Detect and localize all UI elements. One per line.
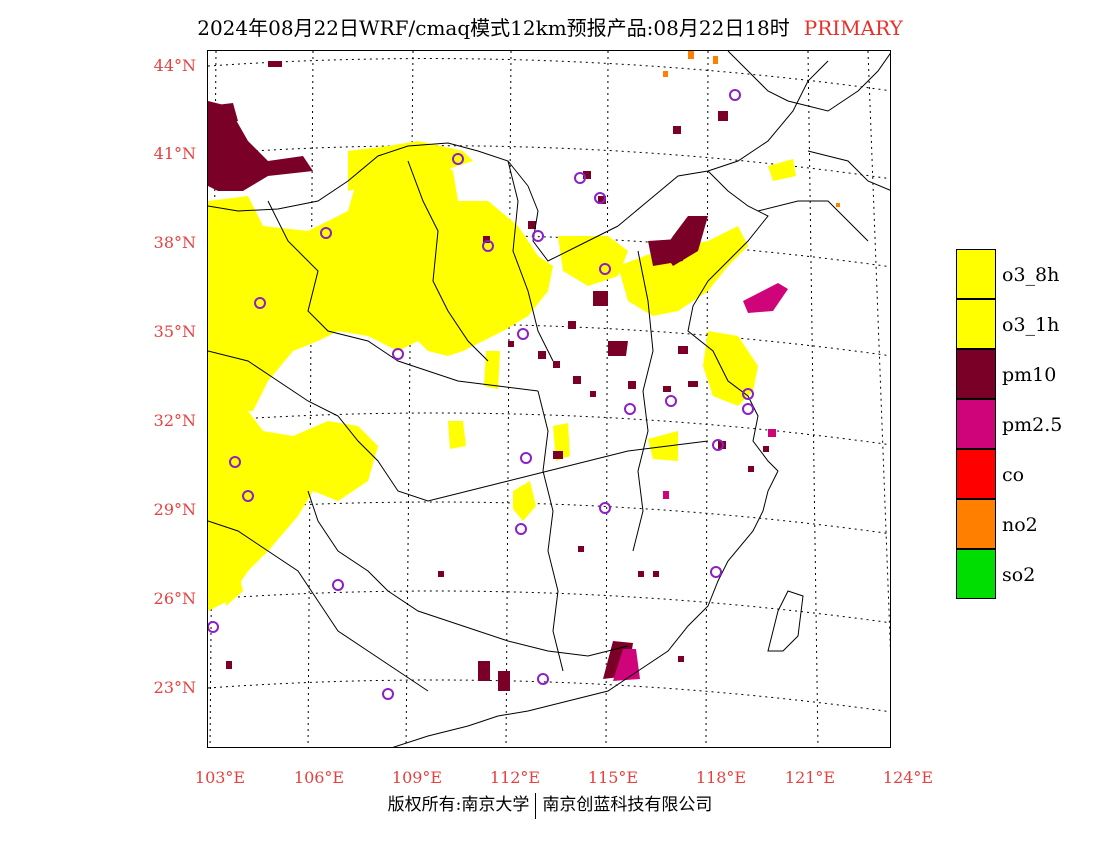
lon-label-121: 121°E — [784, 768, 836, 787]
lon-label-109: 109°E — [391, 768, 443, 787]
lon-label-124: 124°E — [882, 768, 934, 787]
lon-label-112: 112°E — [489, 768, 541, 787]
pollutant-map[interactable] — [207, 50, 891, 748]
legend: o3_8h o3_1h pm10 pm2.5 co no2 so2 — [956, 249, 1096, 599]
lon-label-106: 106°E — [293, 768, 345, 787]
legend-swatch — [956, 299, 996, 349]
lat-label-29: 29°N — [153, 500, 196, 519]
map-canvas — [208, 51, 890, 747]
legend-swatch — [956, 399, 996, 449]
legend-item-pm25: pm2.5 — [956, 399, 1096, 449]
legend-label: pm2.5 — [1002, 414, 1063, 436]
o3-region-layer — [208, 141, 796, 611]
legend-label: so2 — [1002, 564, 1036, 586]
pm25-region-layer — [613, 283, 788, 681]
station-markers — [208, 89, 754, 700]
legend-swatch — [956, 549, 996, 599]
lat-label-38: 38°N — [153, 233, 196, 252]
legend-item-pm10: pm10 — [956, 349, 1096, 399]
boundaries — [208, 51, 890, 747]
lon-label-115: 115°E — [587, 768, 639, 787]
lon-label-118: 118°E — [695, 768, 747, 787]
title-main: 2024年08月22日WRF/cmaq模式12km预报产品:08月22日18时 — [197, 16, 790, 40]
no2-speckles — [663, 51, 840, 207]
lat-label-23: 23°N — [153, 678, 196, 697]
credits-right: 南京创蓝科技有限公司 — [542, 795, 713, 815]
lat-label-35: 35°N — [153, 322, 196, 341]
lat-label-44: 44°N — [153, 56, 196, 75]
legend-label: o3_1h — [1002, 314, 1060, 336]
legend-swatch — [956, 499, 996, 549]
lon-label-103: 103°E — [194, 768, 246, 787]
lat-label-41: 41°N — [153, 144, 196, 163]
legend-swatch — [956, 249, 996, 299]
legend-item-co: co — [956, 449, 1096, 499]
legend-label: no2 — [1002, 514, 1038, 536]
lat-label-32: 32°N — [153, 411, 196, 430]
lat-label-26: 26°N — [153, 589, 196, 608]
legend-label: co — [1002, 464, 1025, 486]
legend-item-o3-8h: o3_8h — [956, 249, 1096, 299]
legend-swatch — [956, 349, 996, 399]
credits: 版权所有:南京大学 南京创蓝科技有限公司 — [0, 790, 1100, 819]
title-tag: PRIMARY — [803, 16, 903, 40]
credits-left: 版权所有:南京大学 — [387, 795, 530, 815]
credits-separator — [535, 792, 537, 819]
legend-item-o3-1h: o3_1h — [956, 299, 1096, 349]
legend-label: o3_8h — [1002, 264, 1060, 286]
legend-item-so2: so2 — [956, 549, 1096, 599]
map-title: 2024年08月22日WRF/cmaq模式12km预报产品:08月22日18时 P… — [0, 12, 1100, 41]
legend-item-no2: no2 — [956, 499, 1096, 549]
legend-swatch — [956, 449, 996, 499]
legend-label: pm10 — [1002, 364, 1057, 386]
graticule — [208, 51, 890, 747]
pm10-region-layer — [208, 101, 708, 691]
